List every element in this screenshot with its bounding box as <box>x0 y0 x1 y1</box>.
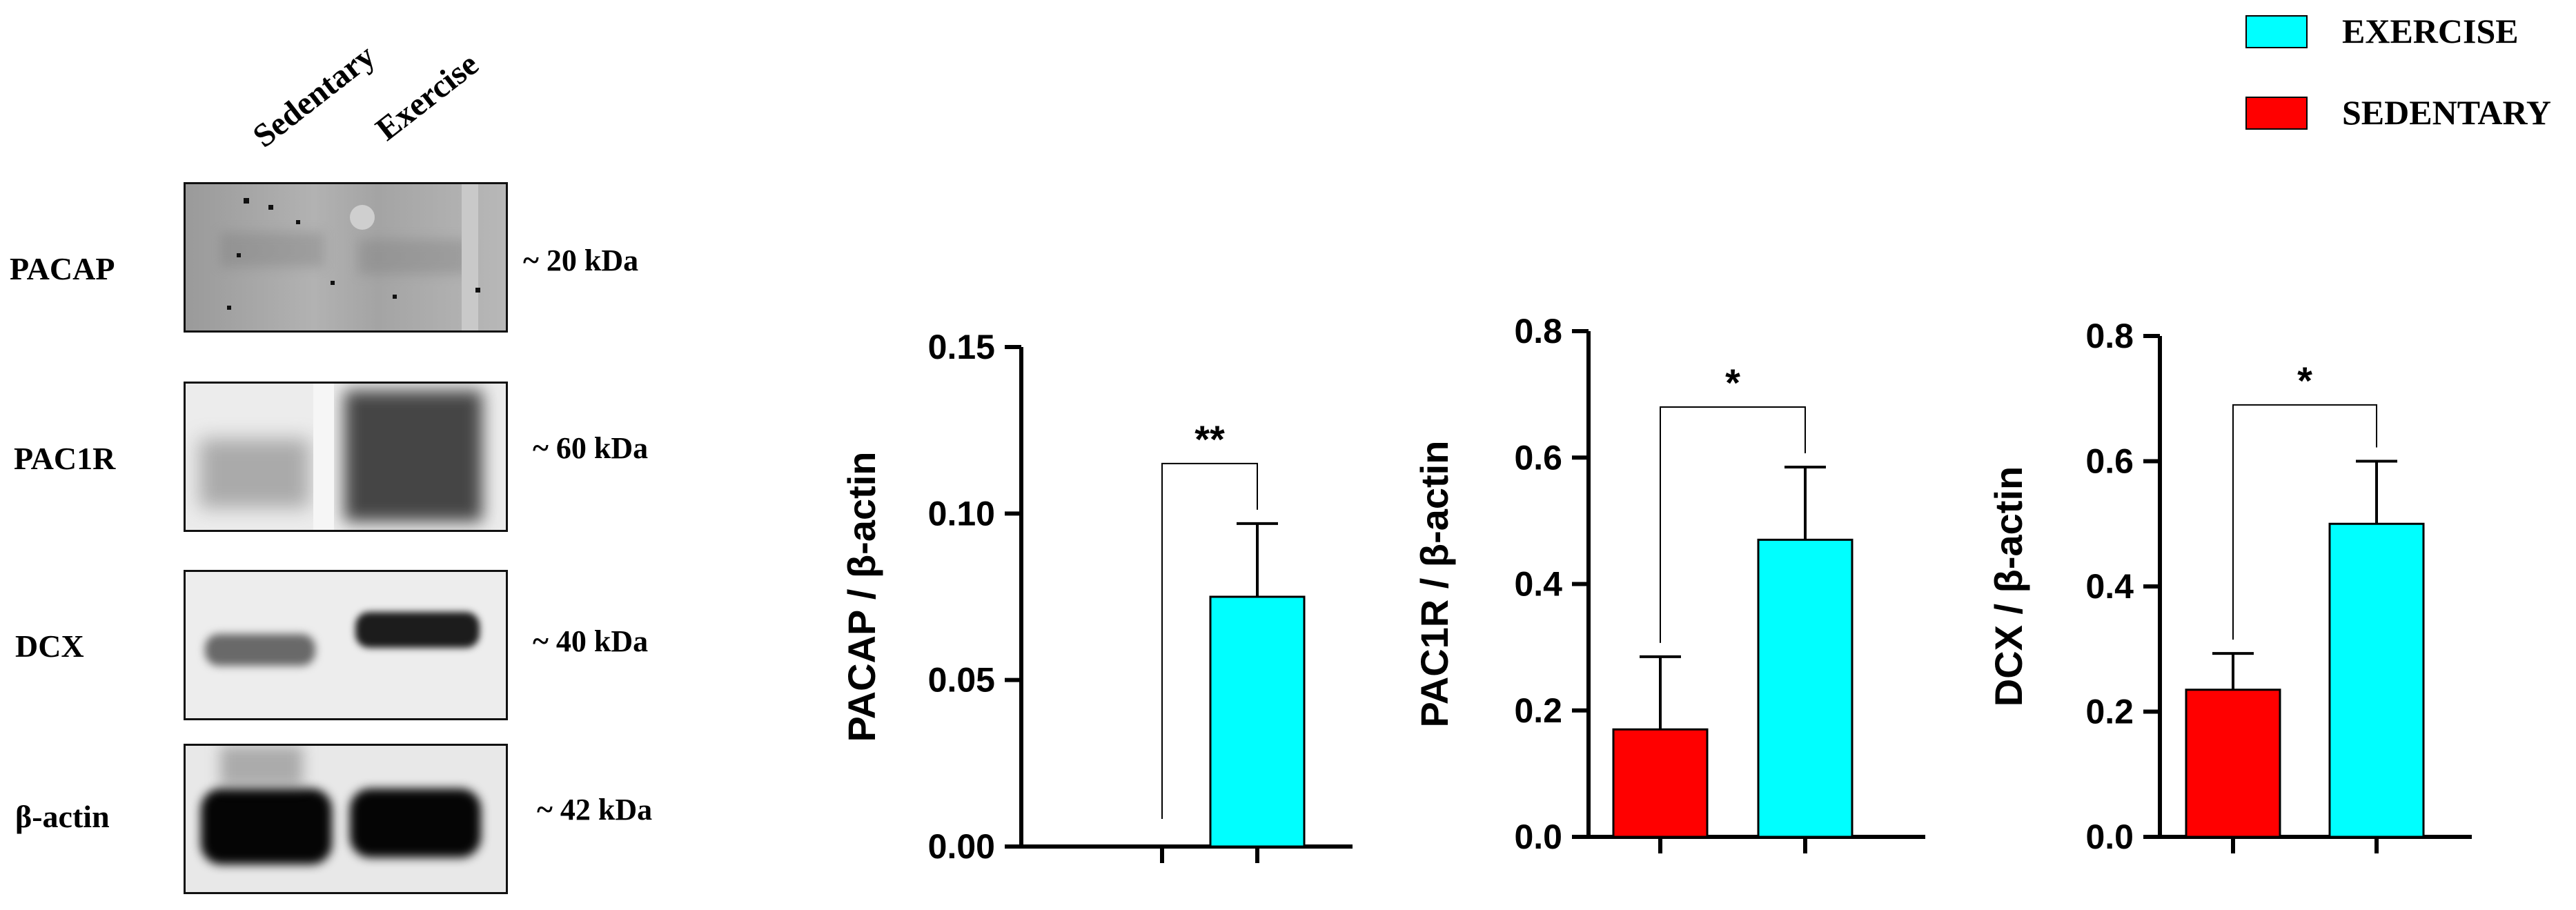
bar-exercise <box>1209 595 1306 848</box>
protein-label-pacap: PACAP <box>10 251 115 286</box>
legend-swatch-exercise <box>2245 15 2308 48</box>
y-tick-label: 0.2 <box>1514 691 1562 730</box>
legend-swatch-sedentary <box>2245 97 2308 130</box>
bar-sedentary <box>2185 689 2281 838</box>
y-tick-label: 0.2 <box>2085 693 2134 731</box>
blot-image-pacap <box>184 182 508 333</box>
y-axis-label: PACAP / β-actin <box>840 451 883 742</box>
y-tick-label: 0.6 <box>1514 438 1562 477</box>
y-tick-label: 0.8 <box>2085 317 2134 355</box>
significance-label: * <box>2297 359 2312 402</box>
y-tick-label: 0.4 <box>2085 567 2134 606</box>
significance-bracket <box>1161 462 1258 819</box>
chart-2: 0.0 0.2 0.4 0.6 0.8 PAC1R / β-actin * <box>1413 312 1925 856</box>
chart-1: 0.00 0.05 0.10 0.15 PACAP / β-actin ** <box>840 328 1353 866</box>
y-tick-label: 0.6 <box>2085 442 2134 481</box>
bar-exercise <box>1757 538 1854 838</box>
y-tick-label: 0.0 <box>2085 818 2134 856</box>
blot-image-dcx <box>184 570 508 720</box>
bar-exercise <box>2328 522 2425 838</box>
size-label-pacap: ~ 20 kDa <box>523 244 639 277</box>
protein-label-beta-actin: β-actin <box>15 799 110 834</box>
blot-image-beta-actin <box>184 744 508 894</box>
significance-bracket <box>1660 406 1806 643</box>
legend-label-sedentary: SEDENTARY <box>2342 93 2551 132</box>
legend-label-exercise: EXERCISE <box>2342 12 2519 50</box>
protein-label-dcx: DCX <box>15 629 84 664</box>
y-axis-label: PAC1R / β-actin <box>1413 441 1456 728</box>
significance-bracket <box>2232 404 2377 640</box>
size-label-pac1r: ~ 60 kDa <box>533 431 649 465</box>
significance-label: ** <box>1194 417 1225 461</box>
blot-image-pac1r <box>184 382 508 532</box>
y-axis-label: DCX / β-actin <box>1987 466 2030 706</box>
y-tick-label: 0.00 <box>928 827 995 866</box>
size-label-beta-actin: ~ 42 kDa <box>537 793 653 827</box>
y-tick-label: 0.15 <box>928 328 995 366</box>
significance-label: * <box>1725 361 1740 404</box>
y-tick-label: 0.0 <box>1514 818 1562 856</box>
bar-sedentary <box>1612 728 1709 838</box>
y-tick-label: 0.05 <box>928 661 995 700</box>
protein-label-pac1r: PAC1R <box>14 441 116 476</box>
size-label-dcx: ~ 40 kDa <box>533 624 649 658</box>
y-tick-label: 0.10 <box>928 494 995 533</box>
y-tick-label: 0.4 <box>1514 565 1562 604</box>
chart-3: 0.0 0.2 0.4 0.6 0.8 DCX / β-actin * <box>1987 317 2472 856</box>
y-tick-label: 0.8 <box>1514 312 1562 350</box>
